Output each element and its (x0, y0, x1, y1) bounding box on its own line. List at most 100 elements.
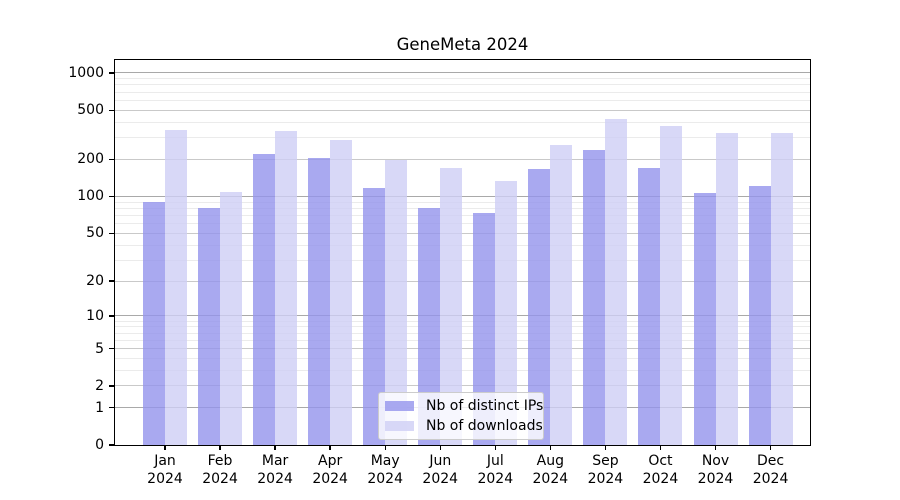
x-tick-mark (659, 445, 662, 450)
y-tick-mark (109, 280, 114, 282)
minor-gridline (115, 99, 810, 101)
y-tick-label: 200 (77, 151, 104, 168)
minor-gridline (115, 320, 810, 322)
plot-area: Nb of distinct IPs Nb of downloads (114, 59, 811, 446)
bar-distinct-ips-jan (143, 202, 165, 445)
x-tick-label-mar: Mar 2024 (257, 453, 293, 487)
x-tick-label-jun: Jun 2024 (422, 453, 459, 487)
y-tick-mark (109, 109, 114, 111)
x-tick-label-may: May 2024 (367, 453, 403, 487)
y-tick-label: 5 (95, 340, 104, 357)
y-tick-label: 1000 (68, 64, 104, 81)
x-tick-mark (714, 445, 717, 450)
x-tick-mark (329, 445, 331, 450)
major-gridline (115, 280, 810, 282)
minor-gridline (115, 223, 810, 225)
x-tick-mark (769, 445, 772, 450)
y-tick-mark (109, 347, 114, 350)
legend-label-downloads: Nb of downloads (426, 418, 543, 434)
bar-downloads-oct (660, 125, 683, 445)
minor-gridline (115, 84, 810, 86)
bar-distinct-ips-aug (528, 169, 551, 445)
bar-downloads-apr (330, 140, 353, 445)
major-gridline (115, 72, 810, 74)
major-gridline (115, 348, 810, 350)
bar-downloads-jul (495, 181, 518, 445)
bar-distinct-ips-jul (473, 212, 496, 445)
bar-distinct-ips-dec (748, 185, 771, 445)
minor-gridline (115, 326, 810, 328)
y-tick-mark (109, 444, 114, 446)
bar-distinct-ips-feb (198, 207, 221, 445)
y-tick-label: 10 (86, 307, 104, 324)
y-tick-label: 1 (95, 399, 104, 416)
x-tick-mark (439, 445, 441, 450)
y-tick-mark (109, 72, 114, 74)
x-tick-label-aug: Aug 2024 (532, 453, 569, 487)
major-gridline (115, 195, 810, 197)
x-tick-mark (494, 445, 496, 450)
x-tick-mark (219, 445, 221, 450)
major-gridline (115, 109, 810, 111)
y-tick-mark (109, 195, 114, 198)
legend-label-distinct-ips: Nb of distinct IPs (426, 398, 544, 414)
minor-gridline (115, 201, 810, 203)
y-tick-label: 50 (86, 225, 104, 242)
y-tick-mark (109, 232, 114, 234)
minor-gridline (115, 91, 810, 93)
bar-downloads-may (385, 160, 408, 445)
bar-distinct-ips-sep (583, 149, 606, 445)
bar-downloads-jun (440, 167, 463, 445)
bar-distinct-ips-mar (253, 153, 276, 445)
y-tick-mark (109, 315, 114, 317)
bar-distinct-ips-jun (418, 208, 441, 445)
major-gridline (115, 232, 810, 234)
minor-gridline (115, 244, 810, 246)
x-tick-label-feb: Feb 2024 (202, 453, 238, 487)
bar-downloads-feb (220, 191, 243, 445)
x-tick-label-dec: Dec 2024 (752, 453, 789, 487)
minor-gridline (115, 339, 810, 341)
bar-downloads-dec (770, 132, 793, 445)
minor-gridline (115, 357, 810, 359)
chart-title: GeneMeta 2024 (396, 35, 529, 54)
minor-gridline (115, 259, 810, 261)
bar-distinct-ips-nov (693, 193, 716, 445)
y-tick-label: 100 (77, 188, 104, 205)
minor-gridline (115, 369, 810, 371)
y-tick-mark (109, 385, 114, 387)
minor-gridline (115, 78, 810, 80)
bar-downloads-nov (715, 132, 738, 445)
bar-downloads-sep (605, 119, 628, 445)
legend-entry-downloads: Nb of downloads (385, 418, 543, 434)
x-tick-label-jul: Jul 2024 (477, 453, 514, 487)
x-tick-mark (384, 445, 386, 450)
minor-gridline (115, 137, 810, 139)
minor-gridline (115, 121, 810, 123)
x-tick-mark (164, 445, 166, 450)
x-tick-label-apr: Apr 2024 (312, 453, 348, 487)
x-tick-label-jan: Jan 2024 (147, 453, 183, 487)
legend-swatch-downloads (385, 421, 414, 431)
bar-distinct-ips-may (363, 187, 386, 445)
minor-gridline (115, 214, 810, 216)
x-tick-label-nov: Nov 2024 (697, 453, 734, 487)
legend-entry-distinct-ips: Nb of distinct IPs (385, 398, 543, 414)
y-tick-mark (109, 158, 114, 161)
legend-swatch-distinct-ips (385, 401, 414, 411)
bar-distinct-ips-oct (638, 168, 661, 445)
major-gridline (115, 315, 810, 317)
x-tick-mark (604, 445, 607, 450)
bar-downloads-mar (275, 131, 298, 445)
x-tick-mark (549, 445, 552, 450)
y-tick-label: 20 (86, 273, 104, 290)
y-tick-label: 0 (95, 437, 104, 453)
minor-gridline (115, 332, 810, 334)
minor-gridline (115, 207, 810, 209)
y-tick-mark (109, 406, 114, 409)
bar-downloads-aug (550, 144, 573, 445)
x-tick-label-oct: Oct 2024 (642, 453, 679, 487)
y-tick-label: 2 (95, 377, 104, 394)
major-gridline (115, 158, 810, 160)
